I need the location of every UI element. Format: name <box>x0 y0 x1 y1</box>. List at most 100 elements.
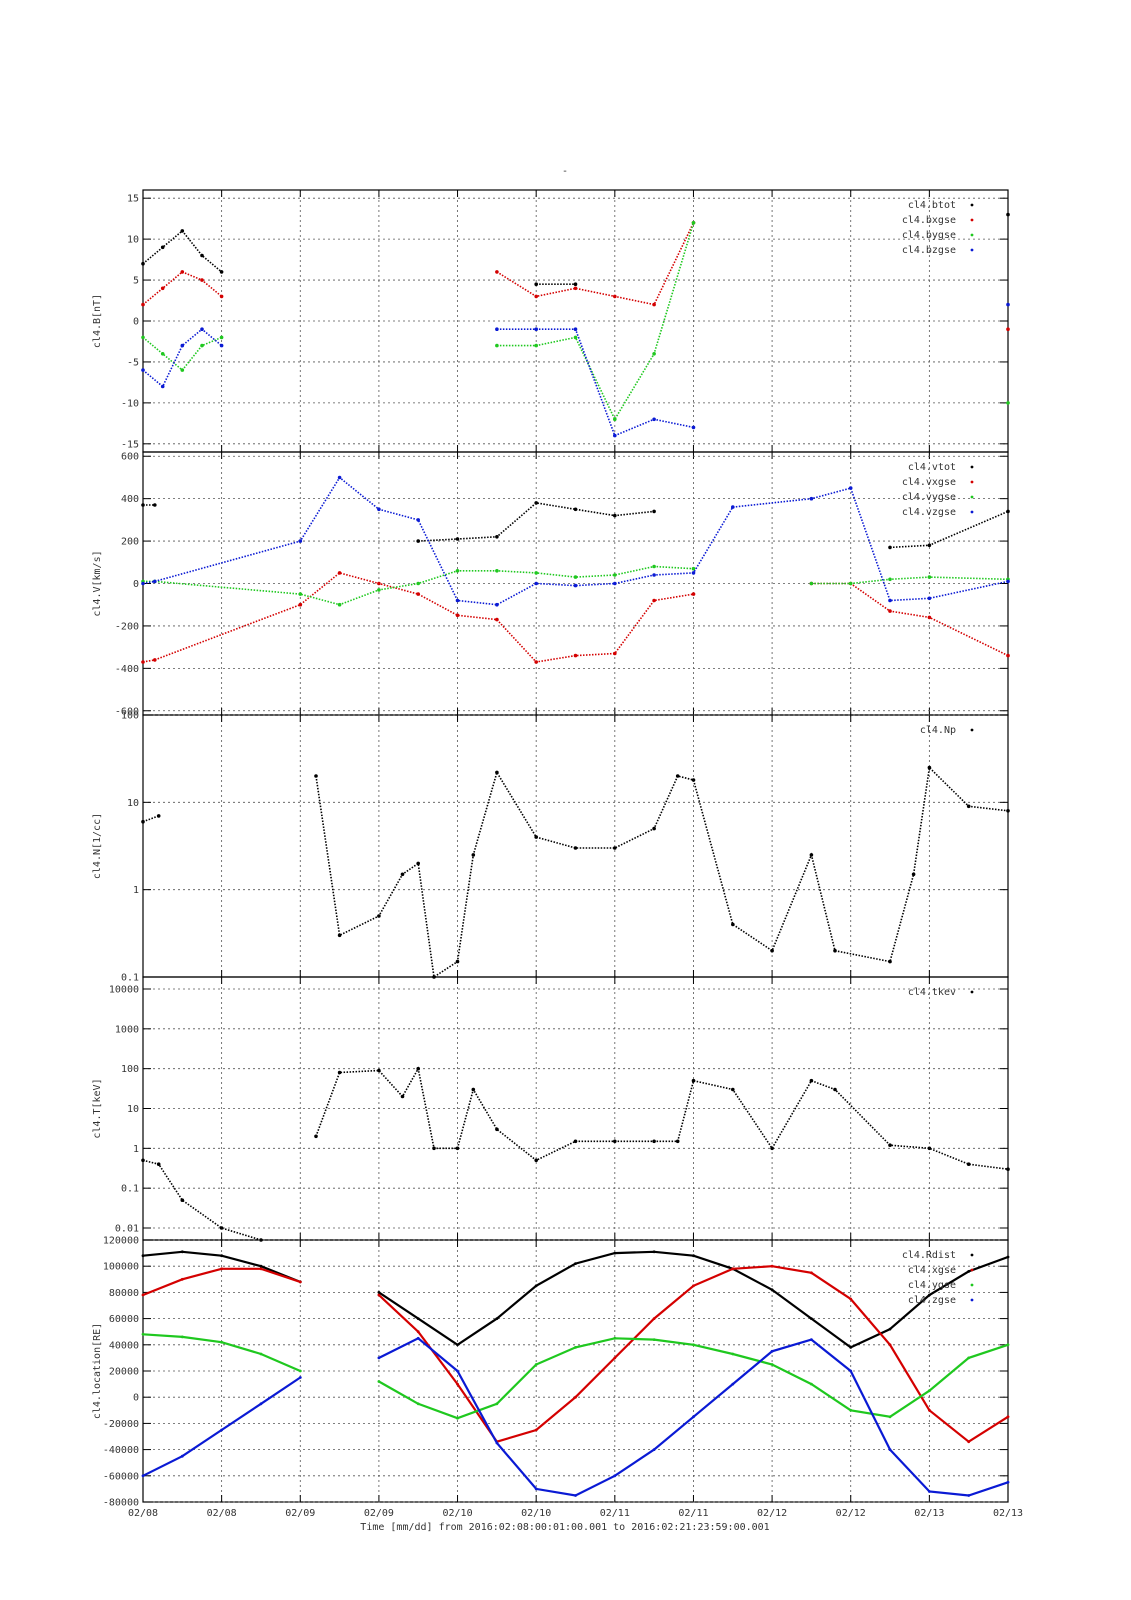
data-point <box>731 505 735 509</box>
series-cl4.Np <box>141 765 1010 979</box>
data-point <box>927 575 932 579</box>
data-point <box>1006 1343 1010 1347</box>
data-point <box>731 1382 735 1386</box>
data-point <box>573 327 578 332</box>
data-point <box>574 1346 577 1349</box>
y-tick-label: -40000 <box>103 1445 139 1456</box>
data-point <box>456 1382 459 1386</box>
y-tick-label: -80000 <box>103 1498 139 1509</box>
data-point <box>888 1143 892 1147</box>
data-point <box>573 286 578 291</box>
data-point <box>495 270 499 274</box>
data-point <box>337 933 342 938</box>
x-axis-label: Time [mm/dd] from 2016:02:08:00:01:00.00… <box>360 1522 769 1533</box>
data-point <box>731 922 735 927</box>
panel-frame <box>142 714 1009 978</box>
data-point <box>691 778 696 782</box>
data-point <box>141 335 145 340</box>
data-point <box>156 1162 161 1166</box>
y-tick-label: 0.01 <box>115 1224 139 1235</box>
data-point <box>495 1127 499 1132</box>
data-point <box>455 569 460 573</box>
data-point <box>848 581 853 586</box>
series-cl4.vtot <box>141 501 1010 550</box>
series-line <box>143 305 1008 436</box>
data-point <box>928 1293 931 1297</box>
legend-marker <box>970 1268 974 1272</box>
data-point <box>219 343 224 348</box>
data-point <box>849 1346 853 1349</box>
data-point <box>180 1335 184 1339</box>
data-point <box>675 774 680 778</box>
data-point <box>416 1330 420 1334</box>
legend-entry: cl4.btot <box>908 200 956 211</box>
data-point <box>298 539 303 543</box>
data-point <box>652 509 656 514</box>
data-point <box>455 537 460 541</box>
data-point <box>377 581 381 586</box>
data-point <box>1006 653 1010 658</box>
data-point <box>160 384 165 389</box>
data-point <box>456 1369 459 1373</box>
series-cl4.xgse <box>141 1264 1010 1444</box>
data-point <box>534 660 538 664</box>
data-point <box>652 1317 656 1320</box>
data-point <box>574 1395 577 1399</box>
data-point <box>652 1139 656 1144</box>
series-line <box>142 1336 1009 1497</box>
y-tick-label: 0 <box>133 1393 139 1404</box>
data-point <box>337 475 342 480</box>
y-tick-label: 10000 <box>109 984 139 995</box>
data-point <box>534 1284 538 1288</box>
data-point <box>377 588 381 592</box>
x-tick-label: 02/10 <box>442 1508 472 1519</box>
data-point <box>220 1428 224 1432</box>
data-point <box>613 846 617 850</box>
y-axis-label: cl4.location[RE] <box>92 1323 103 1419</box>
y-tick-label: 0 <box>133 579 139 590</box>
data-point <box>1006 327 1010 332</box>
data-point <box>692 1284 695 1288</box>
data-point <box>573 653 578 658</box>
data-point <box>1006 1480 1010 1484</box>
data-point <box>495 343 499 348</box>
data-point <box>927 543 932 548</box>
series-line <box>143 215 1008 285</box>
x-tick-label: 02/09 <box>285 1508 315 1519</box>
data-point <box>219 270 224 274</box>
y-tick-label: 600 <box>121 452 139 463</box>
panel-N: 100 10 1 0.1 cl4.N[1/cc] cl4.Np <box>92 711 1010 984</box>
data-point <box>200 327 204 332</box>
legend-marker <box>970 1283 974 1287</box>
data-point <box>928 1389 931 1393</box>
data-point <box>613 513 617 518</box>
x-tick-label: 02/09 <box>364 1508 394 1519</box>
legend-marker <box>970 728 974 732</box>
data-point <box>613 1356 617 1360</box>
data-point <box>534 581 538 586</box>
data-point <box>967 1270 971 1273</box>
data-point <box>888 577 892 582</box>
data-point <box>416 1317 420 1320</box>
data-point <box>141 503 145 507</box>
y-tick-label: 0 <box>133 317 139 328</box>
x-tick-label: 02/13 <box>914 1508 944 1519</box>
legend-entry: cl4.ygse <box>908 1280 956 1291</box>
data-point <box>928 1408 931 1412</box>
data-point <box>534 1428 538 1432</box>
series-line <box>142 765 1009 979</box>
x-tick-label: 02/13 <box>993 1508 1023 1519</box>
series-cl4.zgse <box>141 1336 1010 1497</box>
legend-entry: cl4.bxgse <box>902 215 956 226</box>
data-point <box>888 1415 892 1419</box>
legend-entry: cl4.vygse <box>902 492 956 503</box>
data-point <box>888 959 892 964</box>
data-point <box>141 1474 145 1478</box>
data-point <box>573 583 578 588</box>
data-point <box>613 1251 617 1255</box>
data-point <box>337 571 342 575</box>
data-point <box>652 1250 656 1254</box>
data-point <box>691 1078 696 1083</box>
data-point <box>153 503 157 507</box>
y-axis-label: cl4.N[1/cc] <box>92 813 103 879</box>
